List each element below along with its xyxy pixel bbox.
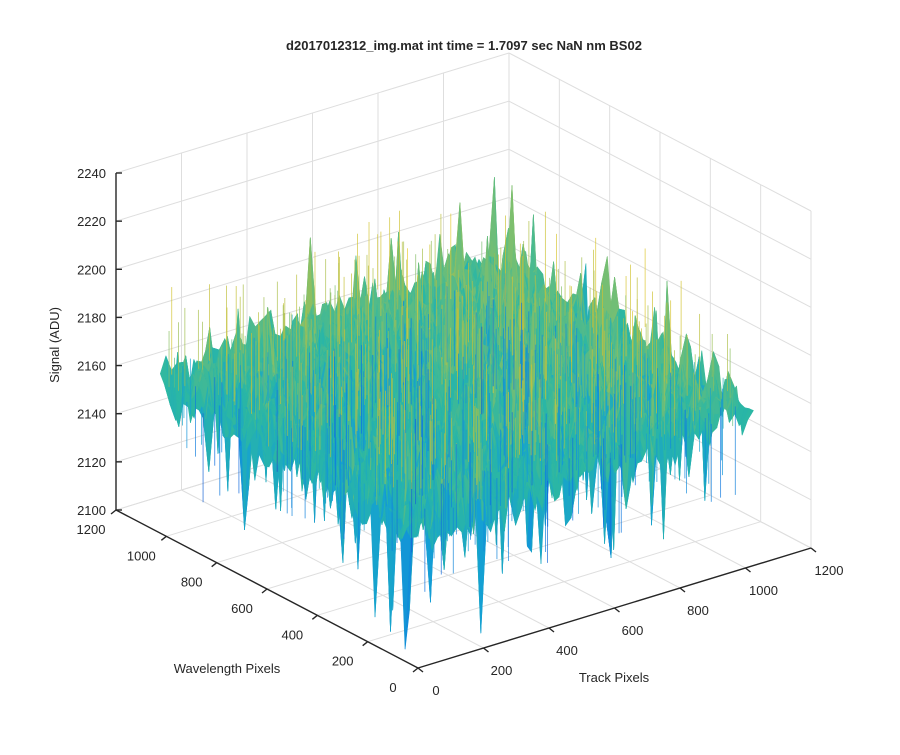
y-tick-mark bbox=[261, 588, 268, 594]
z-tick-label: 2160 bbox=[77, 359, 106, 374]
x-tick-mark bbox=[745, 567, 751, 573]
y-tick-mark bbox=[311, 614, 318, 620]
z-axis-label: Signal (ADU) bbox=[47, 307, 62, 383]
grid-wall-z-right-4 bbox=[508, 196, 812, 356]
grid-wall-z-right-6 bbox=[508, 100, 812, 260]
grid-wall-z-left-7 bbox=[115, 52, 510, 174]
y-tick-mark bbox=[160, 535, 167, 541]
y-tick-label: 800 bbox=[181, 575, 203, 590]
y-tick-mark bbox=[110, 509, 117, 515]
x-tick-label: 1200 bbox=[815, 563, 844, 578]
z-tick-label: 2240 bbox=[77, 166, 106, 181]
y-tick-mark bbox=[362, 641, 369, 647]
grid-wall-z-left-4 bbox=[115, 196, 510, 318]
grid-floor-y-1 bbox=[367, 521, 761, 643]
x-tick-label: 800 bbox=[687, 603, 709, 618]
x-tick-label: 400 bbox=[556, 643, 578, 658]
surface-layer bbox=[159, 177, 754, 650]
y-axis-label: Wavelength Pixels bbox=[174, 661, 281, 676]
grid-floor-y-2 bbox=[317, 494, 711, 616]
grid-wall-z-right-7 bbox=[508, 52, 812, 212]
chart-title: d2017012312_img.mat int time = 1.7097 se… bbox=[286, 38, 642, 53]
y-tick-label: 200 bbox=[332, 654, 354, 669]
z-tick-label: 2200 bbox=[77, 262, 106, 277]
z-tick-label: 2120 bbox=[77, 455, 106, 470]
x-tick-mark bbox=[483, 647, 489, 653]
x-tick-mark bbox=[548, 627, 555, 633]
grid-wall-z-left-6 bbox=[115, 100, 510, 222]
y-tick-label: 600 bbox=[231, 601, 253, 616]
y-tick-label: 0 bbox=[389, 680, 396, 695]
z-tick-label: 2180 bbox=[77, 310, 106, 325]
x-tick-mark bbox=[614, 607, 620, 613]
y-tick-label: 1000 bbox=[127, 548, 156, 563]
x-tick-label: 1000 bbox=[749, 583, 778, 598]
x-axis-label: Track Pixels bbox=[579, 670, 650, 685]
x-tick-mark bbox=[417, 667, 424, 673]
x-tick-label: 600 bbox=[622, 623, 644, 638]
z-tick-label: 2220 bbox=[77, 214, 106, 229]
x-tick-mark bbox=[679, 587, 686, 593]
grid-wall-z-right-3 bbox=[508, 245, 812, 405]
tick-layer: 0 200 400 600 800 1000 1200 0 200 400 600 800 1000 12… bbox=[77, 166, 844, 698]
grid-wall-z-right-5 bbox=[508, 148, 812, 308]
x-tick-label: 0 bbox=[432, 683, 439, 698]
z-tick-label: 2140 bbox=[77, 407, 106, 422]
y-tick-label: 400 bbox=[281, 627, 303, 642]
grid-wall-z-left-5 bbox=[115, 148, 510, 270]
y-tick-label: 1200 bbox=[77, 522, 106, 537]
y-tick-mark bbox=[211, 562, 218, 568]
x-tick-label: 200 bbox=[491, 663, 513, 678]
surface-patch bbox=[742, 408, 754, 423]
x-tick-mark bbox=[810, 547, 817, 553]
z-tick-label: 2100 bbox=[77, 503, 106, 518]
y-tick-mark bbox=[412, 667, 419, 673]
